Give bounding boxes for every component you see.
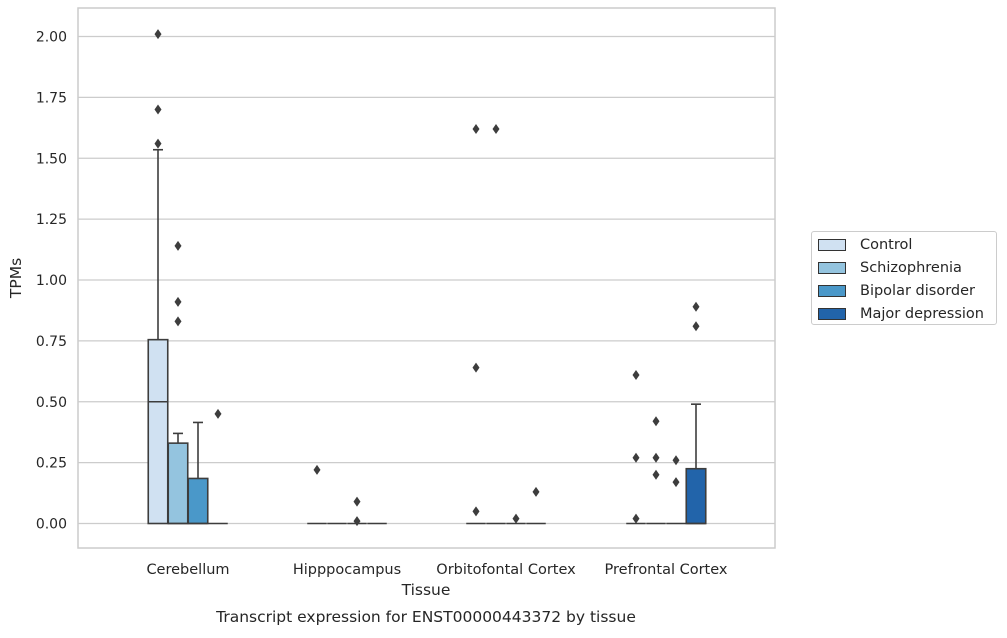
box-group bbox=[347, 496, 367, 527]
box-group bbox=[167, 240, 189, 525]
legend-label-major-depression: Major depression bbox=[860, 306, 984, 322]
legend-item-bipolar: Bipolar disorder bbox=[818, 281, 975, 301]
outlier-point bbox=[692, 301, 700, 312]
y-tick-label: 1.75 bbox=[36, 90, 67, 106]
outlier-point bbox=[472, 506, 480, 517]
y-axis-label: TPMs bbox=[7, 258, 25, 299]
box-group bbox=[147, 29, 169, 525]
x-axis-ticks: Cerebellum Hipppocampus Orbitofontal Corte… bbox=[146, 562, 727, 578]
legend-item-major-depression: Major depression bbox=[818, 304, 984, 324]
box-group bbox=[486, 124, 506, 525]
x-tick-label: Hipppocampus bbox=[293, 562, 401, 578]
gridlines bbox=[78, 35, 775, 525]
outlier-point bbox=[632, 369, 640, 380]
box-group bbox=[685, 301, 707, 525]
outlier-point bbox=[632, 452, 640, 463]
box-group bbox=[646, 416, 666, 525]
legend: Control Schizophrenia Bipolar disorder M… bbox=[811, 231, 997, 325]
outlier-point bbox=[154, 138, 162, 149]
box bbox=[147, 338, 169, 525]
outlier-point bbox=[652, 416, 660, 427]
outlier-point bbox=[672, 477, 680, 488]
outlier-point bbox=[692, 321, 700, 332]
y-axis-ticks: 0.00 0.25 0.50 0.75 1.00 1.25 1.50 1.75 2.00 bbox=[36, 30, 67, 533]
y-tick-label: 0.00 bbox=[36, 517, 67, 533]
outlier-point bbox=[174, 240, 182, 251]
legend-swatch-schizophrenia bbox=[818, 262, 846, 274]
y-tick-label: 0.50 bbox=[36, 395, 67, 411]
box-group bbox=[208, 408, 228, 525]
box bbox=[685, 467, 707, 525]
plot-frame bbox=[77, 7, 776, 549]
y-tick-label: 0.25 bbox=[36, 456, 67, 472]
y-tick-label: 2.00 bbox=[36, 30, 67, 46]
box-group bbox=[526, 486, 546, 525]
outlier-point bbox=[154, 104, 162, 115]
box-group bbox=[307, 464, 327, 525]
y-tick-label: 1.25 bbox=[36, 212, 67, 228]
box-group bbox=[466, 124, 486, 525]
legend-item-schizophrenia: Schizophrenia bbox=[818, 258, 962, 278]
box-group bbox=[666, 455, 686, 525]
legend-swatch-control bbox=[818, 239, 846, 251]
outlier-point bbox=[214, 408, 222, 419]
outlier-point bbox=[174, 296, 182, 307]
y-tick-label: 1.00 bbox=[36, 273, 67, 289]
box bbox=[187, 477, 209, 525]
legend-label-schizophrenia: Schizophrenia bbox=[860, 260, 962, 276]
outlier-point bbox=[532, 486, 540, 497]
x-tick-label: Cerebellum bbox=[146, 562, 229, 578]
outlier-point bbox=[632, 513, 640, 524]
boxes bbox=[147, 29, 707, 527]
outlier-point bbox=[512, 513, 520, 524]
legend-swatch-bipolar bbox=[818, 285, 846, 297]
legend-label-control: Control bbox=[860, 237, 913, 253]
legend-item-control: Control bbox=[818, 235, 912, 255]
outlier-point bbox=[154, 29, 162, 40]
box-group bbox=[187, 421, 209, 525]
outlier-point bbox=[472, 124, 480, 135]
box-group bbox=[626, 369, 646, 525]
outlier-point bbox=[174, 316, 182, 327]
x-tick-label: Prefrontal Cortex bbox=[605, 562, 728, 578]
outlier-point bbox=[313, 464, 321, 475]
chart-caption: Transcript expression for ENST0000044337… bbox=[215, 608, 636, 626]
outlier-point bbox=[353, 516, 361, 527]
legend-label-bipolar: Bipolar disorder bbox=[860, 283, 975, 299]
outlier-point bbox=[492, 124, 500, 135]
legend-swatch-major-depression bbox=[818, 308, 846, 320]
y-tick-label: 0.75 bbox=[36, 334, 67, 350]
outlier-point bbox=[672, 455, 680, 466]
outlier-point bbox=[472, 362, 480, 373]
box bbox=[167, 442, 189, 525]
outlier-point bbox=[652, 469, 660, 480]
box-group bbox=[506, 513, 526, 525]
outlier-point bbox=[652, 452, 660, 463]
outlier-point bbox=[353, 496, 361, 507]
x-tick-label: Orbitofontal Cortex bbox=[436, 562, 576, 578]
x-axis-label: Tissue bbox=[401, 581, 451, 599]
y-tick-label: 1.50 bbox=[36, 151, 67, 167]
